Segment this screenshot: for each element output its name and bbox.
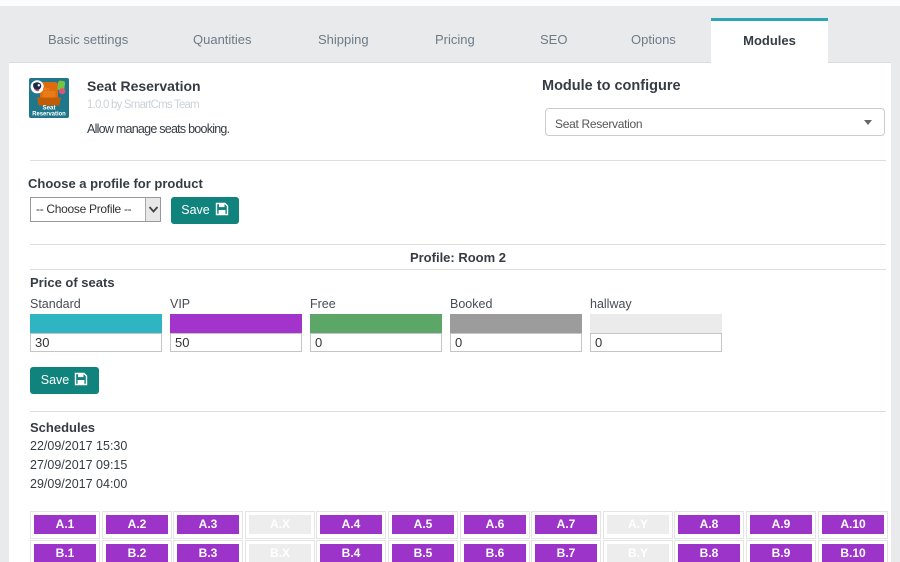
svg-text:Seat: Seat [42, 105, 55, 112]
svg-text:No.: No. [43, 87, 50, 92]
svg-text:Reservation: Reservation [32, 112, 66, 118]
